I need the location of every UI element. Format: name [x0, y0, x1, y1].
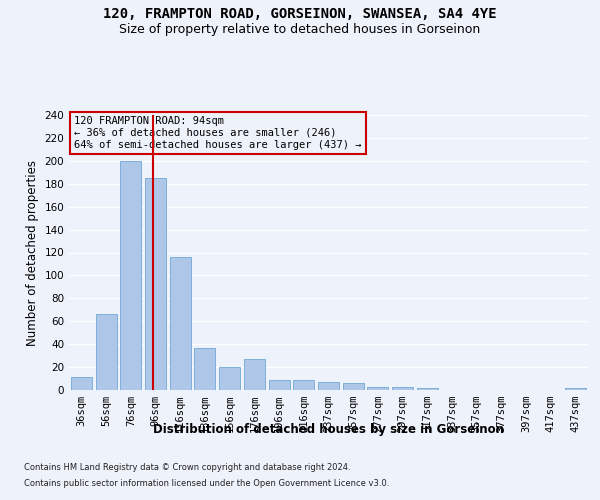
- Bar: [367, 386, 388, 390]
- Bar: [417, 388, 438, 390]
- Bar: [392, 386, 413, 390]
- Bar: [219, 367, 240, 390]
- Text: 120 FRAMPTON ROAD: 94sqm
← 36% of detached houses are smaller (246)
64% of semi-: 120 FRAMPTON ROAD: 94sqm ← 36% of detach…: [74, 116, 362, 150]
- Text: Size of property relative to detached houses in Gorseinon: Size of property relative to detached ho…: [119, 22, 481, 36]
- Bar: [343, 383, 364, 390]
- Text: Contains HM Land Registry data © Crown copyright and database right 2024.: Contains HM Land Registry data © Crown c…: [24, 464, 350, 472]
- Text: Distribution of detached houses by size in Gorseinon: Distribution of detached houses by size …: [154, 422, 504, 436]
- Y-axis label: Number of detached properties: Number of detached properties: [26, 160, 39, 346]
- Bar: [145, 178, 166, 390]
- Bar: [318, 382, 339, 390]
- Bar: [95, 314, 116, 390]
- Text: 120, FRAMPTON ROAD, GORSEINON, SWANSEA, SA4 4YE: 120, FRAMPTON ROAD, GORSEINON, SWANSEA, …: [103, 8, 497, 22]
- Bar: [293, 380, 314, 390]
- Bar: [71, 378, 92, 390]
- Bar: [120, 161, 141, 390]
- Bar: [170, 257, 191, 390]
- Bar: [565, 388, 586, 390]
- Bar: [194, 348, 215, 390]
- Bar: [244, 359, 265, 390]
- Bar: [269, 380, 290, 390]
- Text: Contains public sector information licensed under the Open Government Licence v3: Contains public sector information licen…: [24, 478, 389, 488]
